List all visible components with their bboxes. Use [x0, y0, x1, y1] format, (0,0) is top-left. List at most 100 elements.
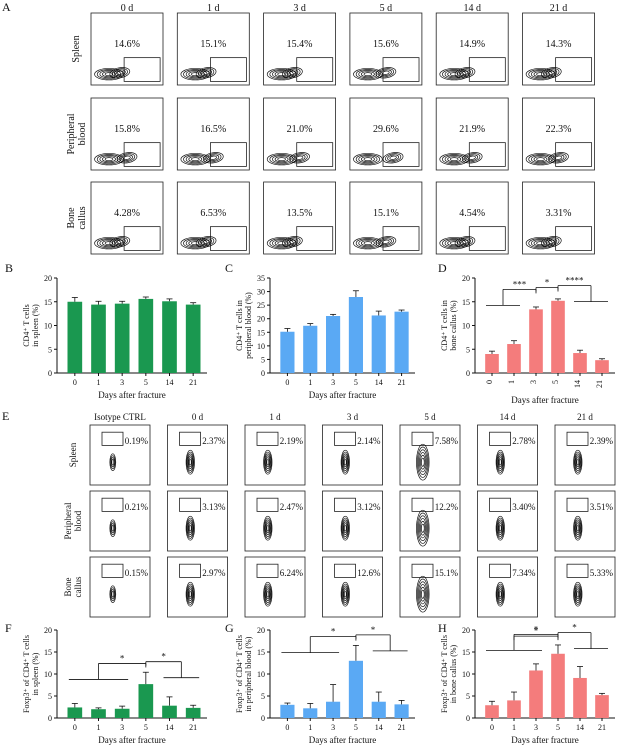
column-label: 3 d [347, 412, 359, 422]
x-tick-label: 3 [331, 723, 335, 732]
x-tick-label: 21 [598, 723, 606, 732]
contour-ring [207, 154, 220, 162]
contour-ring [188, 156, 203, 163]
contour-ring [341, 583, 350, 605]
plot-frame [89, 490, 151, 552]
x-tick-label: 5 [144, 723, 148, 732]
contour-ring [265, 523, 270, 534]
plot-frame [244, 424, 306, 486]
sig-label: * [161, 652, 166, 662]
contour-ring [361, 71, 375, 78]
gate-box [555, 226, 593, 251]
x-tick-label: 14 [166, 723, 174, 732]
y-axis-label-line: Foxp3⁺ of CD4⁺ T cells [440, 635, 449, 713]
column-label: 5 d [424, 412, 436, 422]
contour-ring [187, 519, 194, 537]
plot-frame [477, 490, 538, 552]
contour-ring [418, 581, 428, 608]
gate-box [334, 563, 356, 578]
y-tick-label: 20 [257, 626, 265, 635]
gate-box [296, 226, 334, 251]
contour-ring [496, 451, 505, 473]
row-label-line: Peripheral [66, 113, 77, 154]
plot-frame [399, 490, 461, 552]
contour-ring [416, 509, 430, 547]
flow-plot: 3.40% [477, 490, 538, 552]
gate-percentage: 12.6% [357, 568, 381, 578]
contour-ring [361, 240, 375, 247]
plot-frame [554, 556, 616, 618]
contour-ring [265, 589, 270, 600]
contour-ring [343, 525, 347, 532]
x-tick-label: 14 [166, 378, 174, 387]
contour-ring [116, 152, 138, 164]
contour-ring [185, 155, 205, 164]
contour-ring [497, 455, 503, 470]
contour-ring [185, 239, 205, 248]
contour-ring [110, 523, 115, 534]
bar [280, 331, 295, 373]
contour-ring [284, 237, 301, 247]
y-tick-label: 15 [462, 298, 470, 307]
contour-ring [94, 68, 124, 81]
contour-ring [102, 156, 116, 163]
row-label-line: callus [77, 206, 88, 229]
x-tick-label: 3 [120, 723, 124, 732]
contour-ring [200, 238, 212, 246]
gate-percentage: 15.4% [287, 39, 313, 50]
contour-ring [111, 68, 128, 78]
contour-ring [495, 449, 505, 475]
contour-ring [277, 157, 286, 162]
contour-ring [109, 585, 117, 603]
gate-percentage: 3.40% [512, 502, 536, 512]
y-tick-label: 30 [257, 288, 265, 297]
x-axis-label: Days after fracture [98, 390, 165, 400]
panel-letter: G [225, 621, 234, 635]
bar [394, 704, 409, 718]
contour-ring [111, 459, 115, 466]
contour-ring [456, 237, 474, 247]
flow-plot: 15.6% [349, 12, 423, 86]
contour-ring [449, 72, 459, 77]
contour-ring [495, 515, 505, 541]
contour-ring [342, 585, 349, 603]
gate-percentage: 22.3% [546, 124, 572, 135]
gate-percentage: 2.14% [357, 436, 381, 446]
y-tick-label: 10 [462, 322, 470, 331]
contour-ring [343, 523, 348, 534]
flow-plot: 7.58% [399, 424, 461, 486]
gate-percentage: 14.6% [114, 39, 140, 50]
gate-percentage: 3.31% [546, 208, 572, 219]
contour-ring [99, 155, 119, 164]
bar [529, 309, 543, 373]
sig-label: * [545, 278, 550, 288]
contour-ring [439, 153, 469, 166]
contour-ring [576, 525, 580, 532]
gate-box [256, 497, 279, 512]
x-tick-label: 1 [308, 378, 312, 387]
y-tick-label: 15 [44, 298, 52, 307]
contour-ring [195, 236, 217, 248]
y-tick-label: 15 [257, 648, 265, 657]
row-label-line: callus [73, 576, 83, 597]
gate-percentage: 5.33% [590, 568, 614, 578]
contour-ring [461, 152, 483, 164]
gate-box [411, 497, 434, 512]
bar [507, 344, 521, 373]
contour-ring [116, 239, 124, 244]
panel-letter: C [225, 261, 233, 275]
y-axis-label-line: CD4⁺ T cells in [235, 300, 244, 351]
flow-plot: 3.51% [554, 490, 616, 552]
contour-ring [377, 68, 395, 78]
x-tick-label: 21 [398, 378, 406, 387]
bar [371, 315, 386, 373]
panel-letter: B [5, 261, 13, 275]
contour-ring [195, 67, 217, 79]
contour-ring [286, 238, 299, 246]
gate-percentage: 3.12% [357, 502, 381, 512]
contour-ring [102, 71, 116, 78]
contour-ring [274, 240, 289, 247]
contour-ring [185, 70, 205, 79]
contour-ring [575, 589, 580, 600]
